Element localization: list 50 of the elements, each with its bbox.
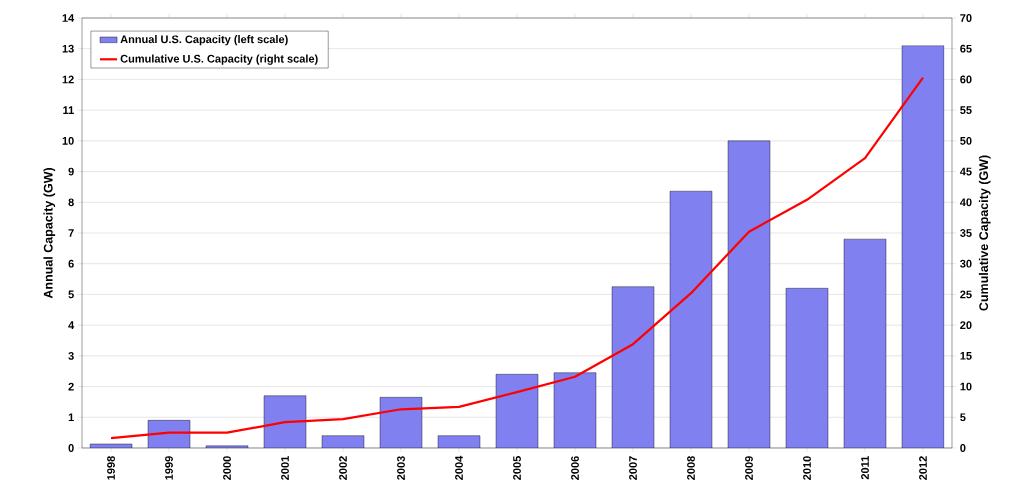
y-tick-label: 14 (62, 14, 75, 22)
y2-tick-label: 40 (959, 198, 972, 207)
y2-tick-label: 30 (960, 259, 972, 268)
x-tick-label: 1998 (107, 456, 115, 480)
y2-tick-label: 0 (960, 444, 966, 452)
x-tick-label: 2010 (803, 456, 811, 480)
x-tick-label: 2004 (455, 455, 463, 480)
y-tick-label: 0 (68, 444, 74, 452)
x-tick-label: 2008 (687, 456, 695, 480)
y2-tick-label: 45 (959, 167, 972, 176)
x-tick-label: 2012 (919, 456, 927, 480)
x-tick-label: 2002 (339, 456, 347, 480)
y2-tick-label: 65 (960, 44, 972, 53)
y2-tick-label: 55 (960, 106, 972, 114)
x-tick-label: 2006 (571, 456, 579, 480)
legend-label: Cumulative U.S. Capacity (right scale) (120, 54, 318, 65)
y2-tick-label: 20 (960, 321, 972, 330)
x-tick-label: 2000 (223, 456, 231, 480)
x-tick-label: 1999 (165, 456, 173, 480)
legend-label: Annual U.S. Capacity (left scale) (120, 35, 288, 46)
y2-tick-label: 5 (960, 413, 966, 422)
x-tick-label: 2001 (281, 456, 289, 480)
x-tick-label: 2011 (861, 456, 869, 480)
y-tick-label: 11 (63, 106, 74, 114)
y-tick-label: 9 (68, 167, 74, 176)
y-tick-label: 5 (68, 290, 74, 299)
y-tick-label: 4 (68, 321, 75, 329)
x-tick-label: 2007 (629, 456, 637, 480)
y2-tick-label: 25 (960, 290, 972, 299)
y-tick-label: 8 (68, 198, 74, 207)
y2-tick-label: 70 (960, 14, 972, 22)
line-series (109, 76, 925, 440)
y-tick-label: 6 (68, 259, 74, 268)
x-tick-label: 2005 (513, 456, 521, 480)
y2-tick-label: 15 (960, 352, 972, 360)
y-axis-title: Annual Capacity (GW) (43, 167, 56, 299)
x-tick-label: 2009 (745, 456, 753, 480)
y-tick-label: 3 (68, 351, 74, 360)
y-tick-label: 1 (68, 413, 74, 422)
y2-axis-title: Cumulative Capacity (GW) (978, 155, 991, 311)
y2-tick-label: 10 (960, 382, 972, 391)
y2-tick-label: 60 (960, 75, 972, 84)
y2-tick-label: 50 (960, 136, 972, 145)
y2-tick-label: 35 (960, 229, 972, 237)
y-tick-label: 13 (62, 44, 74, 53)
x-tick-label: 2003 (397, 456, 405, 480)
y-tick-label: 7 (68, 229, 74, 237)
y-tick-label: 10 (62, 136, 74, 145)
y-tick-label: 12 (62, 75, 74, 84)
y-tick-label: 2 (68, 382, 74, 391)
